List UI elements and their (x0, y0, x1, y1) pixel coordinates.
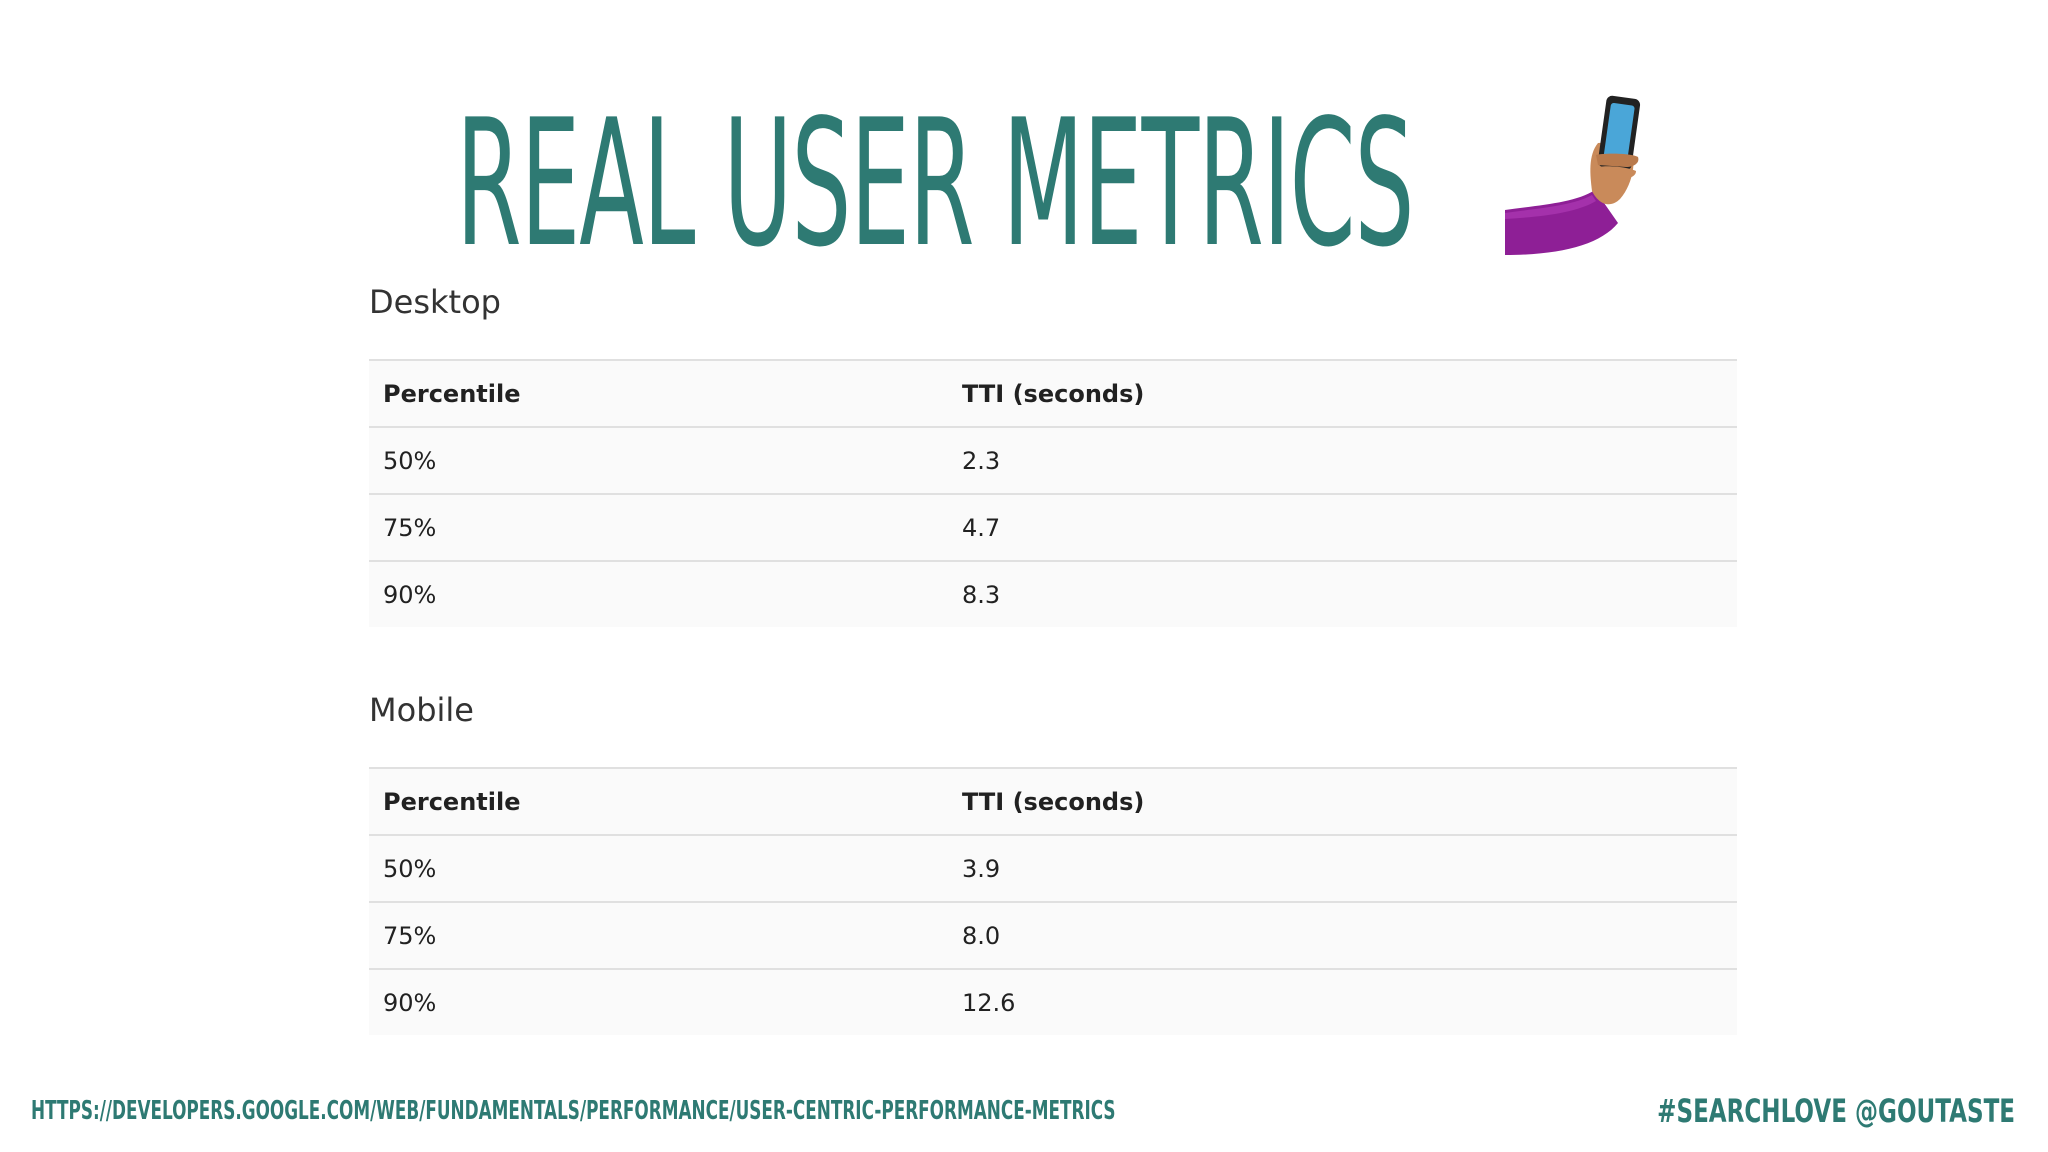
tti-cell: 12.6 (962, 988, 1016, 1017)
mobile-section-label: Mobile (369, 691, 474, 729)
tti-cell: 8.0 (962, 921, 1001, 950)
percentile-cell: 50% (383, 854, 437, 883)
tti-cell: 8.3 (962, 580, 1001, 609)
table-row: 50% 2.3 (369, 426, 1737, 493)
tti-cell: 3.9 (962, 854, 1001, 883)
source-url[interactable]: https://developers.google.com/web/fundam… (31, 1096, 1116, 1126)
tti-cell: 2.3 (962, 446, 1001, 475)
percentile-cell: 50% (383, 446, 437, 475)
table-row: 50% 3.9 (369, 834, 1737, 901)
table-header-row: Percentile TTI (seconds) (369, 359, 1737, 426)
table-row: 90% 8.3 (369, 560, 1737, 627)
percentile-cell: 90% (383, 988, 437, 1017)
desktop-table: Percentile TTI (seconds) 50% 2.3 75% 4.7… (369, 359, 1737, 627)
desktop-section-label: Desktop (369, 283, 501, 321)
slide-title: Real user metrics (456, 83, 1414, 286)
event-handle: #SEARCHLOVE @GOUTASTE (1657, 1092, 2015, 1130)
table-row: 90% 12.6 (369, 968, 1737, 1035)
column-header-tti: TTI (seconds) (962, 787, 1145, 816)
table-header-row: Percentile TTI (seconds) (369, 767, 1737, 834)
column-header-tti: TTI (seconds) (962, 379, 1145, 408)
percentile-cell: 75% (383, 513, 437, 542)
percentile-cell: 75% (383, 921, 437, 950)
column-header-percentile: Percentile (383, 379, 521, 408)
column-header-percentile: Percentile (383, 787, 521, 816)
mobile-table: Percentile TTI (seconds) 50% 3.9 75% 8.0… (369, 767, 1737, 1035)
percentile-cell: 90% (383, 580, 437, 609)
table-row: 75% 8.0 (369, 901, 1737, 968)
selfie-icon (1505, 95, 1641, 255)
slide-header: Real user metrics (0, 83, 2048, 286)
tti-cell: 4.7 (962, 513, 1001, 542)
table-row: 75% 4.7 (369, 493, 1737, 560)
